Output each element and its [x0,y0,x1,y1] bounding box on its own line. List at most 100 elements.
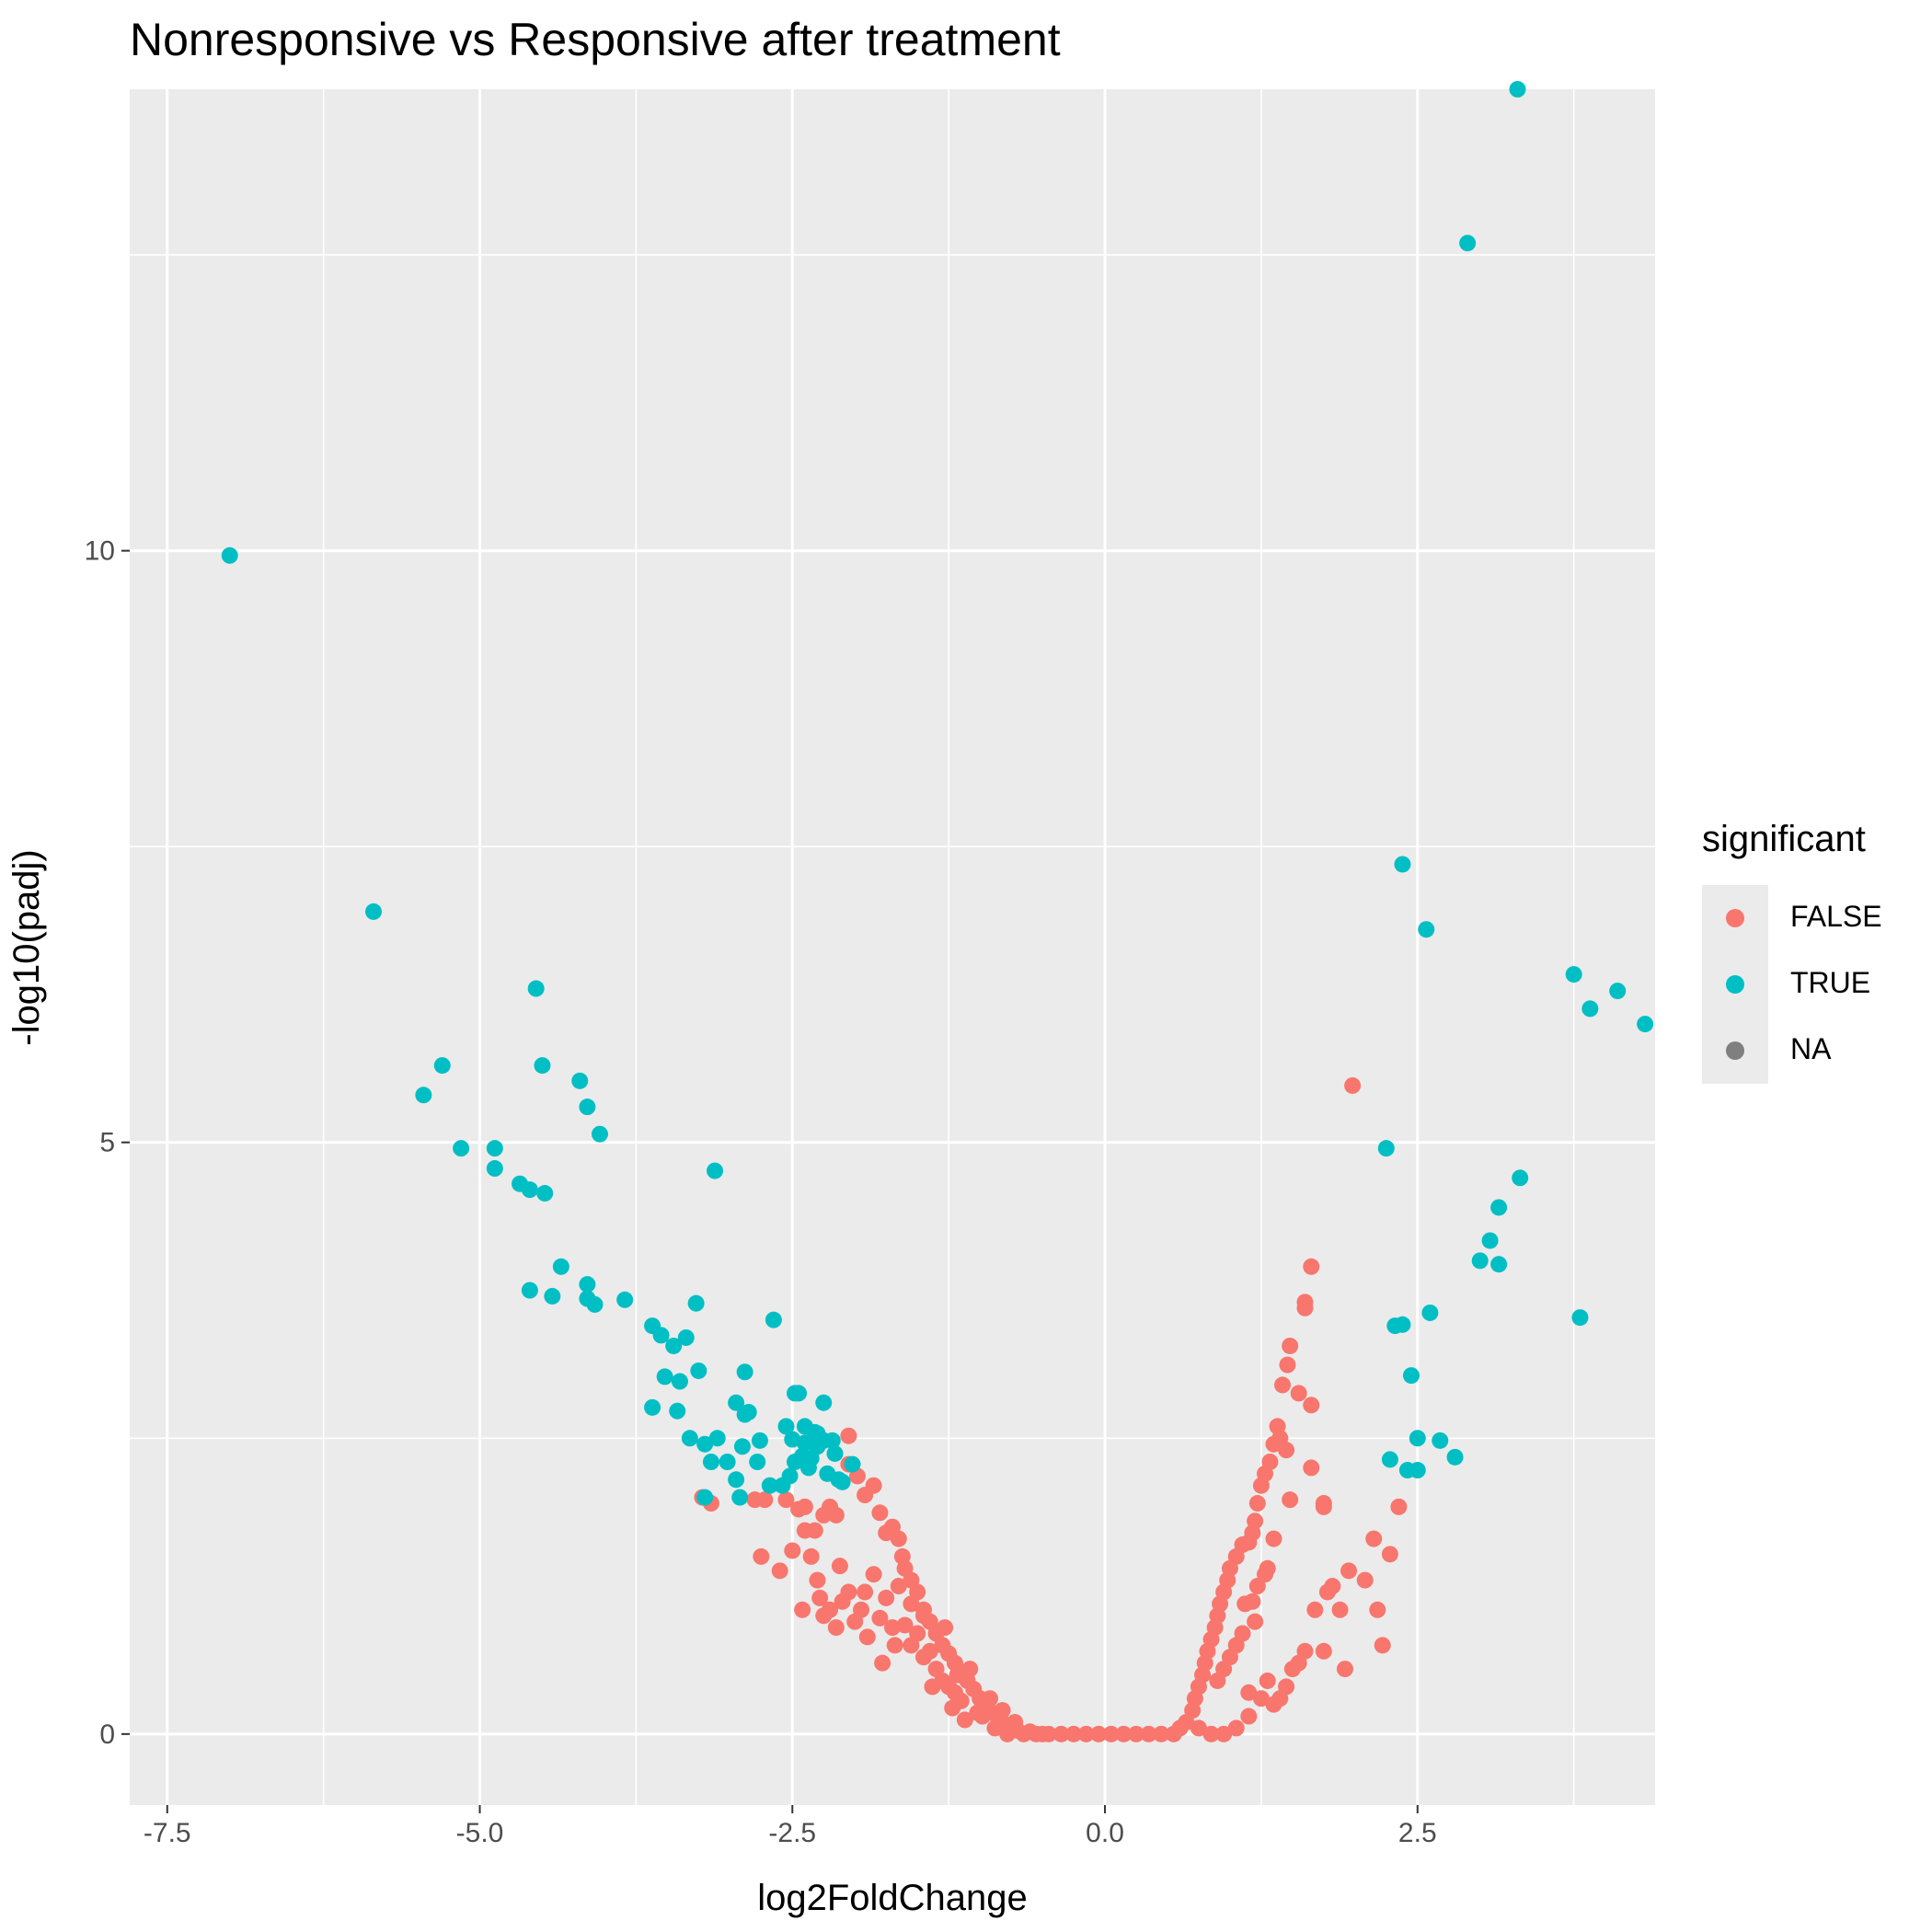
data-point-true [665,1337,683,1354]
data-point-true [687,1294,705,1312]
data-point-true [844,1455,861,1473]
data-point-true [677,1328,695,1346]
data-point-true [1421,1304,1439,1321]
data-point-false [827,1506,845,1524]
data-point-false [756,1491,774,1509]
data-point-true [736,1363,753,1381]
data-point-true [669,1402,686,1420]
data-point-false [1240,1684,1258,1701]
data-point-false [865,1477,882,1494]
data-point-true [1471,1252,1489,1270]
data-point-true [1512,1169,1529,1187]
data-point-false [1374,1637,1391,1654]
data-point-true [544,1287,561,1305]
data-point-true [415,1087,432,1104]
data-point-false [874,1654,891,1672]
legend-swatch-true [1726,975,1744,994]
data-point-false [1259,1672,1276,1689]
data-point-false [1365,1530,1383,1547]
data-point-true [1409,1462,1426,1479]
data-point-false [924,1678,941,1696]
data-point-true [644,1398,661,1416]
data-point-true [1394,856,1411,873]
data-point-true [786,1454,803,1470]
data-point-true [1490,1256,1508,1273]
data-point-false [794,1601,811,1618]
data-point-false [937,1619,954,1637]
data-point-true [1459,235,1477,252]
data-point-true [671,1373,688,1390]
data-point-true [834,1473,851,1490]
data-point-false [994,1702,1011,1719]
data-point-true [552,1258,569,1275]
data-point-false [1265,1435,1282,1453]
data-points [221,81,1654,1742]
data-point-true [365,903,383,920]
data-point-false [1240,1708,1258,1725]
data-point-false [969,1704,986,1721]
data-point-true [707,1162,724,1179]
data-point-false [871,1609,889,1627]
x-tick-label: -2.5 [768,1818,816,1848]
data-point-false [909,1625,926,1642]
data-point-false [944,1699,961,1717]
data-point-false [1248,1495,1266,1512]
data-point-true [1432,1432,1449,1449]
data-point-false [840,1583,857,1601]
data-point-true [696,1435,714,1453]
data-point-false [1315,1642,1332,1660]
x-tick-label: -5.0 [456,1818,504,1848]
data-point-true [1381,1451,1398,1468]
legend-title: significant [1702,819,1866,859]
data-point-false [871,1504,889,1522]
data-point-true [690,1362,707,1379]
data-point-false [903,1595,920,1613]
x-axis: -7.5 -5.0 -2.5 0.0 2.5 [144,1805,1437,1848]
data-point-false [878,1589,895,1606]
x-axis-title: log2FoldChange [757,1878,1028,1918]
data-point-false [1324,1578,1341,1595]
data-point-false [1381,1546,1398,1563]
plot-panel [130,89,1655,1805]
data-point-true [749,1454,766,1470]
y-tick-label: 5 [99,1128,115,1158]
data-point-true [784,1431,801,1448]
data-point-false [857,1583,874,1601]
data-point-false [949,1666,966,1684]
y-axis-title: -log10(padj) [6,849,47,1045]
data-point-false [1252,1690,1270,1708]
legend-swatch-na [1726,1041,1744,1060]
data-point-true [534,1057,551,1075]
data-point-false [982,1690,999,1708]
data-point-false [777,1491,795,1509]
data-point-true [591,1125,608,1143]
data-point-false [1303,1258,1320,1275]
data-point-true [486,1160,503,1178]
data-point-false [1306,1601,1324,1618]
data-point-false [1290,1385,1307,1402]
data-point-true [777,1418,795,1435]
data-point-true [521,1181,538,1199]
data-point-false [1296,1299,1314,1317]
data-point-false [1303,1459,1320,1477]
data-point-true [1565,966,1582,983]
data-point-false [1006,1713,1024,1731]
data-point-false [999,1725,1017,1742]
data-point-true [826,1444,844,1462]
data-point-false [1247,1613,1264,1630]
data-point-false [753,1547,770,1565]
data-point-false [1209,1672,1226,1689]
legend-label-na: NA [1790,1032,1832,1065]
data-point-true [1409,1430,1426,1447]
data-point-false [1236,1595,1254,1613]
legend-label-true: TRUE [1790,966,1871,999]
data-point-false [1153,1725,1170,1742]
x-tick-label: -7.5 [144,1818,191,1848]
data-point-false [831,1558,848,1575]
data-point-false [1128,1725,1145,1742]
data-point-false [865,1566,882,1583]
data-point-false [1248,1578,1266,1595]
data-point-false [1215,1725,1233,1742]
data-point-true [579,1098,596,1116]
